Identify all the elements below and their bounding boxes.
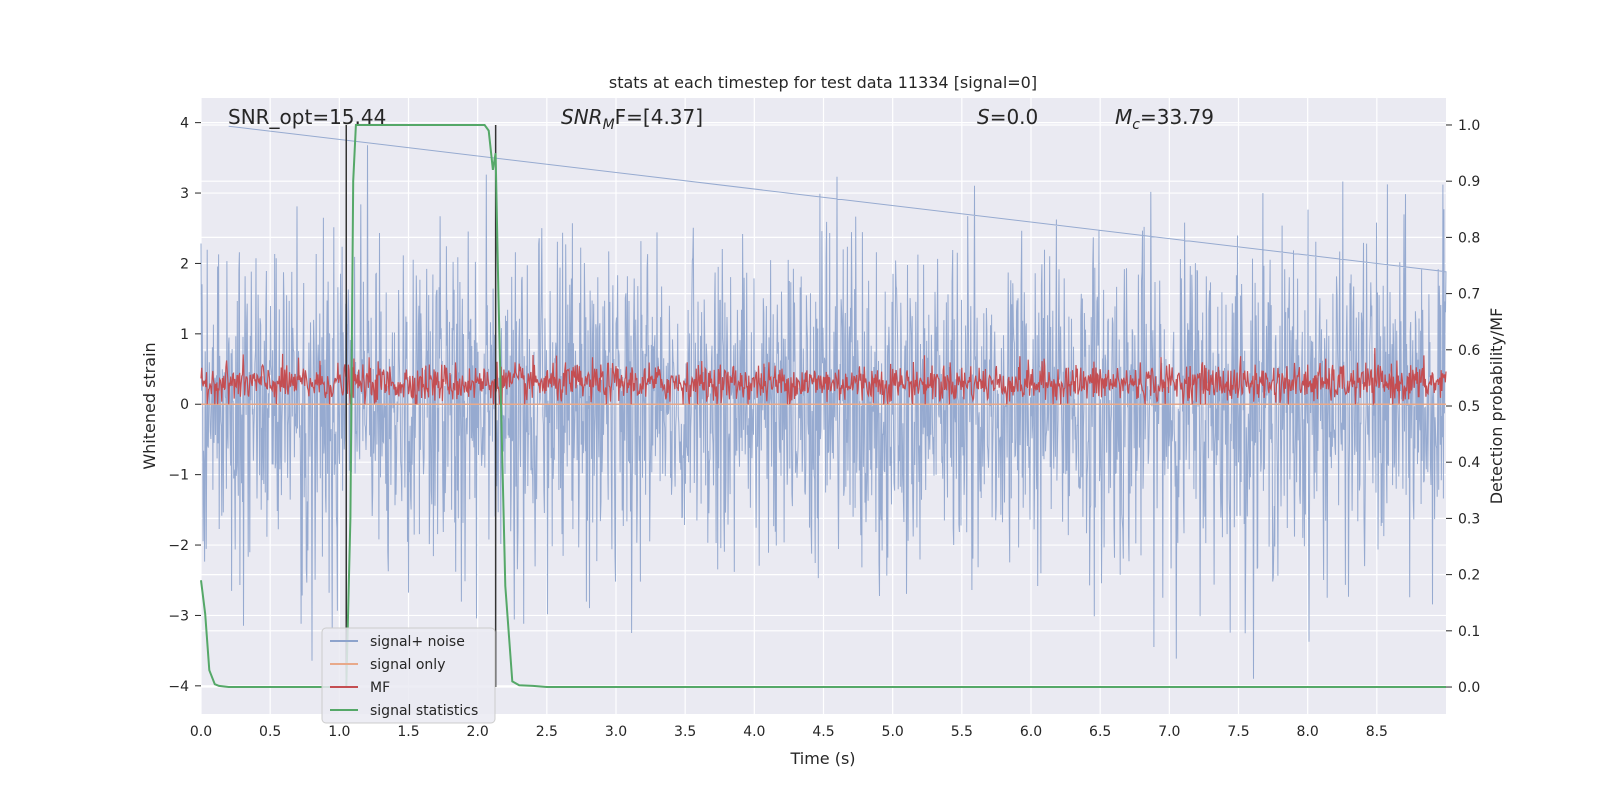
annotation-s: S=0.0	[977, 105, 1038, 129]
y2-tick-labels: 1.0 0.9 0.8 0.7 0.6 0.5 0.4 0.3 0.2 0.1 0.0	[1446, 118, 1480, 696]
annotation-snr-mf-rest: F=[4.37]	[615, 105, 703, 129]
legend: signal+ noise signal only MF signal stat…	[321, 627, 496, 724]
y-axis-label: Whitened strain	[140, 342, 159, 469]
x-tick-label: 5.5	[951, 724, 973, 740]
legend-box	[321, 627, 496, 724]
y2-tick-label: 0.7	[1458, 287, 1480, 303]
x-tick-label: 6.0	[1020, 724, 1042, 740]
y2-tick-label: 0.9	[1458, 174, 1480, 190]
y-tick-label: −4	[168, 679, 189, 695]
y-tick-label: 0	[180, 397, 189, 413]
y2-tick-label: 0.1	[1458, 624, 1480, 640]
y2-tick-label: 0.3	[1458, 511, 1480, 527]
signal-noise-series	[200, 125, 1447, 679]
legend-label-statistics: signal statistics	[370, 703, 478, 719]
x-tick-label: 6.5	[1089, 724, 1111, 740]
y2-tick-label: 1.0	[1458, 118, 1480, 134]
legend-label-signal-only: signal only	[370, 657, 445, 673]
annotation-mc-sub: c	[1132, 117, 1140, 133]
noise-line	[200, 125, 1447, 679]
y2-axis-label: Detection probability/MF	[1487, 308, 1506, 505]
legend-label-mf: MF	[370, 680, 390, 696]
annotation-s-main: S	[977, 105, 990, 129]
y2-tick-label: 0.4	[1458, 455, 1480, 471]
x-tick-labels: 0.0 0.5 1.0 1.5 2.0 2.5 3.0 3.5 4.0 4.5 5.0 5.5 6.0 6…	[190, 724, 1388, 740]
annotation-snr-opt: SNR_opt=15.44	[228, 105, 386, 129]
annotation-snr-mf-sub: M	[603, 117, 615, 133]
y-tick-label: −3	[168, 608, 189, 624]
y2-tick-label: 0.8	[1458, 230, 1480, 246]
mf-line	[200, 347, 1447, 406]
y-tick-label: 3	[180, 186, 189, 202]
x-tick-label: 8.0	[1297, 724, 1319, 740]
chart-title: stats at each timestep for test data 113…	[609, 73, 1037, 92]
x-tick-label: 7.5	[1227, 724, 1249, 740]
legend-label-noise: signal+ noise	[370, 634, 465, 650]
x-tick-label: 8.5	[1366, 724, 1388, 740]
mf-series	[200, 347, 1447, 406]
x-tick-label: 4.5	[812, 724, 834, 740]
annotation-s-rest: =0.0	[990, 105, 1039, 129]
x-tick-label: 4.0	[743, 724, 765, 740]
y2-tick-label: 0.0	[1458, 680, 1480, 696]
annotation-snr-mf-main: SNR	[561, 105, 603, 129]
y-tick-labels: 4 3 2 1 0 −1 −2 −3 −4	[168, 116, 201, 695]
annotation-mc-main: M	[1115, 105, 1132, 129]
x-tick-label: 3.5	[674, 724, 696, 740]
x-tick-label: 3.0	[605, 724, 627, 740]
y-tick-label: 4	[180, 116, 189, 132]
annotation-mc-rest: =33.79	[1140, 105, 1214, 129]
y2-tick-label: 0.5	[1458, 399, 1480, 415]
x-tick-label: 7.0	[1158, 724, 1180, 740]
signal-statistics-line	[200, 124, 1446, 688]
y2-tick-label: 0.2	[1458, 568, 1480, 584]
x-tick-label: 0.0	[190, 724, 212, 740]
x-tick-label: 1.0	[328, 724, 350, 740]
x-tick-label: 0.5	[259, 724, 281, 740]
y2-tick-label: 0.6	[1458, 343, 1480, 359]
annotation-mc: Mc=33.79	[1115, 105, 1214, 133]
y-tick-label: −2	[168, 538, 189, 554]
y-tick-label: 2	[180, 256, 189, 272]
y-tick-label: 1	[180, 327, 189, 343]
x-tick-label: 2.0	[467, 724, 489, 740]
y-tick-label: −1	[168, 468, 189, 484]
x-tick-label: 5.0	[882, 724, 904, 740]
signal-statistics-series	[200, 124, 1446, 688]
x-tick-label: 1.5	[397, 724, 419, 740]
x-tick-label: 2.5	[536, 724, 558, 740]
annotation-snr-mf: SNRMF=[4.37]	[561, 105, 703, 133]
vertical-markers	[345, 124, 497, 688]
x-axis-label: Time (s)	[789, 749, 855, 768]
